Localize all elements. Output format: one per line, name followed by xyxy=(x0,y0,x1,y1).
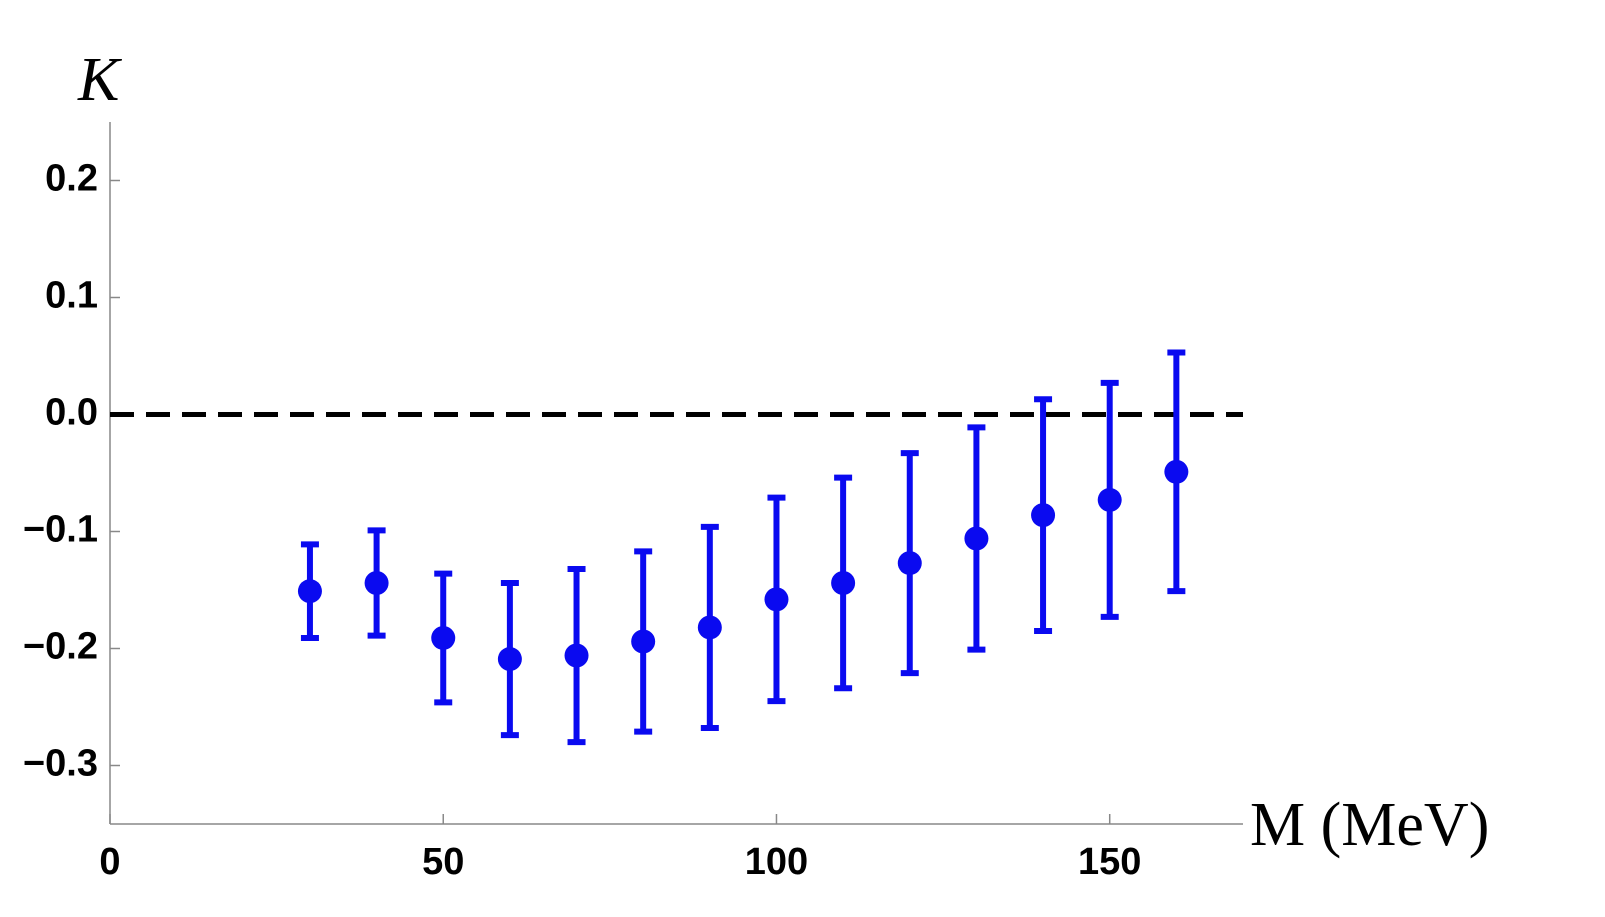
x-axis-label: M (MeV) xyxy=(1250,791,1489,859)
x-tick-label: 100 xyxy=(745,841,808,883)
y-tick-label: −0.2 xyxy=(23,626,98,668)
x-tick-label: 50 xyxy=(422,841,464,883)
y-axis-label: K xyxy=(77,46,123,114)
point xyxy=(431,625,456,650)
y-tick-label: 0.1 xyxy=(45,275,98,317)
y-tick-label: −0.3 xyxy=(23,743,98,785)
point xyxy=(497,647,522,672)
x-tick-label: 0 xyxy=(99,841,120,883)
point xyxy=(297,579,322,604)
point xyxy=(631,629,656,654)
y-tick-label: 0.0 xyxy=(45,392,98,434)
point xyxy=(1097,487,1122,512)
point xyxy=(364,570,389,595)
point xyxy=(764,587,789,612)
y-tick-label: −0.1 xyxy=(23,509,98,551)
point xyxy=(1031,503,1056,528)
y-tick-label: 0.2 xyxy=(45,158,98,200)
point xyxy=(964,526,989,551)
point xyxy=(897,551,922,576)
point xyxy=(564,643,589,668)
point xyxy=(1164,459,1189,484)
point xyxy=(697,615,722,640)
x-tick-label: 150 xyxy=(1078,841,1141,883)
point xyxy=(831,570,856,595)
